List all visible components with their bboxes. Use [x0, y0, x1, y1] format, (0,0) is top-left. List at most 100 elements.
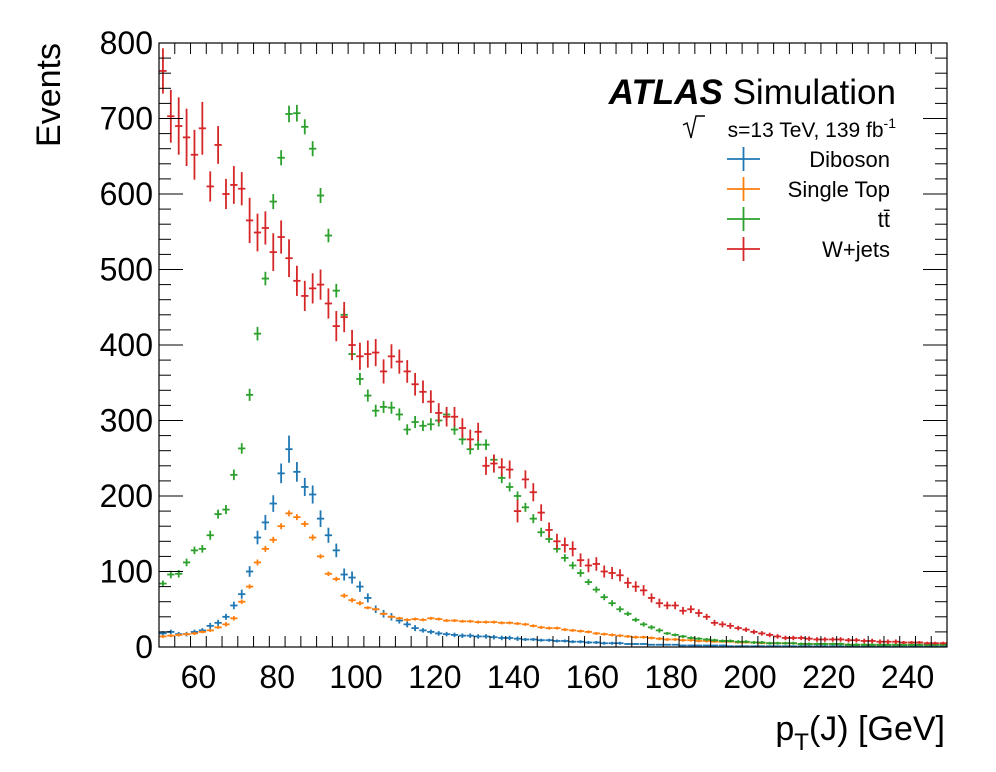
data-point: [253, 326, 262, 341]
data-point: [419, 380, 427, 404]
atlas-status: Simulation: [733, 73, 896, 112]
data-point: [198, 545, 206, 553]
data-point: [616, 606, 624, 613]
data-point: [458, 619, 467, 623]
data-point: [230, 469, 238, 481]
data-point: [301, 119, 309, 135]
data-point: [269, 536, 277, 543]
data-point: [490, 454, 498, 473]
data-point: [521, 622, 530, 626]
data-point: [600, 565, 608, 578]
data-point: [238, 589, 246, 599]
x-tick-label: 180: [645, 659, 698, 695]
atlas-label: ATLAS Simulation: [608, 73, 896, 112]
data-point: [561, 639, 569, 643]
atlas-experiment: ATLAS: [608, 73, 723, 112]
data-point: [545, 626, 553, 630]
data-point: [182, 108, 191, 167]
data-point: [805, 642, 813, 646]
data-point: [655, 628, 664, 633]
data-point: [513, 499, 522, 523]
data-point: [482, 620, 490, 624]
data-point: [600, 594, 608, 601]
data-point: [450, 632, 459, 638]
data-point: [703, 613, 711, 620]
data-point: [474, 634, 482, 639]
data-point: [671, 643, 679, 646]
data-point: [372, 607, 380, 611]
data-point: [427, 616, 435, 620]
data-point: [624, 577, 632, 589]
data-point: [277, 150, 285, 166]
data-point: [710, 644, 719, 647]
data-point: [915, 640, 924, 644]
data-point: [836, 637, 845, 642]
data-point: [175, 97, 183, 155]
data-point: [293, 104, 301, 122]
data-point: [624, 611, 632, 617]
data-point: [332, 576, 340, 582]
data-point: [427, 390, 435, 413]
data-point: [868, 638, 876, 644]
data-point: [679, 634, 687, 638]
data-point: [356, 342, 364, 370]
data-point: [411, 617, 419, 621]
data-point: [324, 288, 333, 319]
data-point: [364, 593, 372, 603]
data-point: [789, 641, 797, 645]
data-point: [364, 340, 372, 368]
data-point: [458, 418, 467, 438]
data-point: [301, 280, 309, 312]
data-point: [253, 559, 262, 566]
data-point: [639, 643, 648, 645]
data-point: [537, 638, 545, 642]
y-tick-label: 500: [100, 252, 153, 288]
data-point: [632, 643, 640, 645]
data-point: [269, 495, 277, 512]
data-point: [214, 619, 222, 626]
data-point: [553, 626, 561, 630]
data-point: [797, 635, 805, 641]
data-point: [403, 424, 411, 435]
data-point: [293, 514, 301, 521]
data-point: [238, 172, 246, 206]
data-point: [474, 439, 482, 450]
data-point: [506, 460, 514, 479]
data-point: [592, 586, 600, 593]
data-point: [561, 537, 569, 553]
data-point: [561, 554, 569, 562]
data-point: [348, 597, 356, 603]
data-point: [632, 617, 640, 623]
data-point: [537, 527, 545, 537]
data-point: [506, 482, 514, 492]
data-point: [332, 283, 340, 298]
x-axis-title: pT(J) [GeV]: [775, 710, 945, 756]
data-point: [498, 635, 506, 641]
data-point: [261, 545, 270, 552]
data-point: [907, 640, 916, 644]
data-point: [285, 510, 293, 517]
data-point: [340, 593, 348, 598]
data-point: [340, 301, 348, 333]
data-point: [387, 615, 396, 619]
data-point: [324, 571, 333, 577]
data-point: [403, 621, 411, 628]
data-point: [608, 566, 616, 580]
x-tick-label: 100: [329, 659, 382, 695]
y-tick-label: 600: [100, 176, 153, 212]
data-point: [206, 171, 214, 202]
data-point: [703, 637, 711, 641]
data-point: [159, 48, 167, 94]
data-point: [836, 642, 845, 646]
data-point: [860, 638, 868, 644]
data-point: [513, 491, 522, 501]
data-point: [332, 311, 340, 342]
data-point: [616, 641, 624, 645]
data-point: [277, 463, 285, 484]
data-point: [781, 635, 790, 641]
luminosity-unit-superscript: -1: [884, 115, 897, 131]
data-point: [387, 344, 396, 369]
legend-entry: Diboson: [727, 147, 890, 172]
data-point: [695, 609, 703, 617]
data-point: [301, 477, 309, 496]
